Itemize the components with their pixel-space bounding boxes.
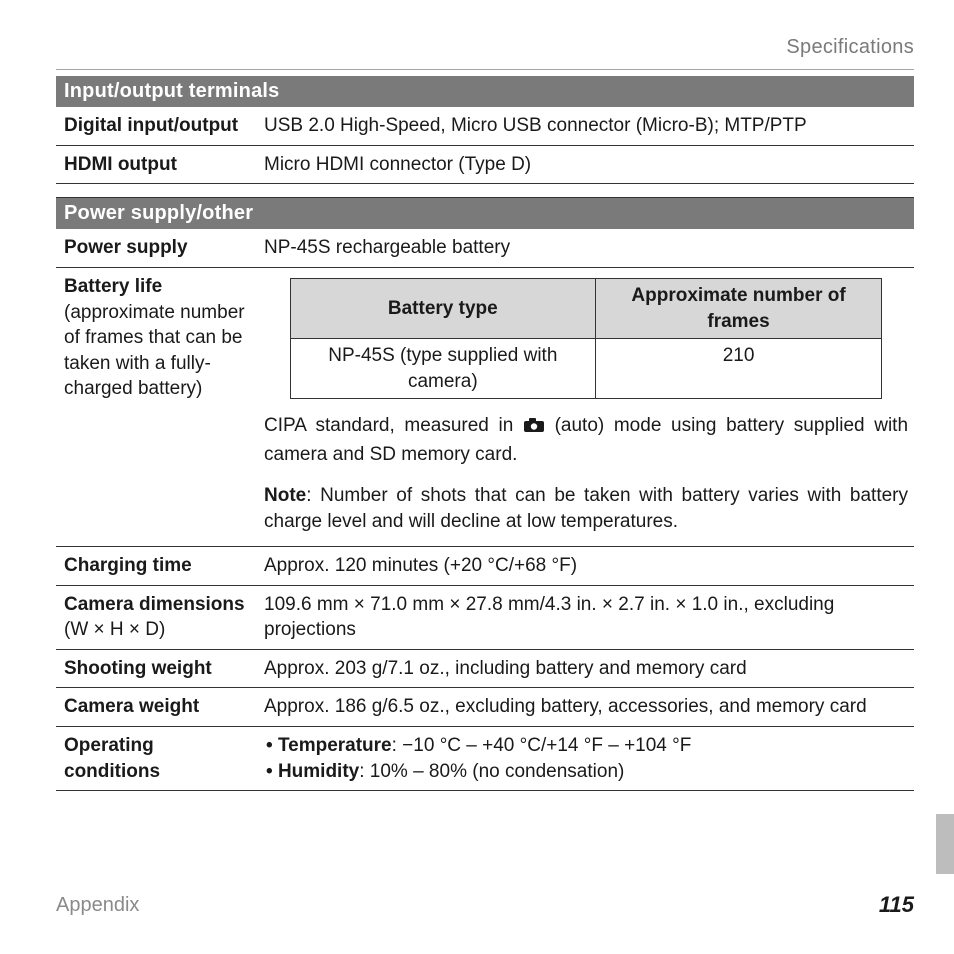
table-row: Operating conditions Temperature: −10 °C… bbox=[56, 727, 914, 791]
row-value: USB 2.0 High-Speed, Micro USB connector … bbox=[256, 107, 914, 145]
row-label: HDMI output bbox=[56, 145, 256, 184]
cond-temp-bold: Temperature bbox=[278, 735, 392, 756]
battery-inner-table: Battery type Approximate number of frame… bbox=[290, 278, 882, 400]
camera-icon bbox=[523, 415, 545, 442]
table-row: Camera dimensions (W × H × D) 109.6 mm ×… bbox=[56, 585, 914, 649]
label-bold: Camera dimensions bbox=[64, 594, 245, 615]
inner-th: Battery type bbox=[290, 278, 595, 338]
footer: Appendix 115 bbox=[56, 892, 914, 918]
cond-temp-val: : −10 °C – +40 °C/+14 °F – +104 °F bbox=[392, 735, 692, 756]
list-item: Temperature: −10 °C – +40 °C/+14 °F – +1… bbox=[266, 733, 908, 759]
label-sub: (W × H × D) bbox=[64, 619, 165, 640]
row-value: Micro HDMI connector (Type D) bbox=[256, 145, 914, 184]
inner-td: 210 bbox=[595, 339, 881, 399]
row-value: Approx. 203 g/7.1 oz., including battery… bbox=[256, 649, 914, 688]
inner-th: Approximate number of frames bbox=[595, 278, 881, 338]
inner-td: NP-45S (type supplied with camera) bbox=[290, 339, 595, 399]
section-header-io: Input/output terminals bbox=[56, 76, 914, 107]
table-row: Battery life (approximate number of fram… bbox=[56, 267, 914, 546]
cond-hum-val: : 10% – 80% (no condensation) bbox=[359, 761, 624, 782]
row-value: Temperature: −10 °C – +40 °C/+14 °F – +1… bbox=[256, 727, 914, 791]
note1-pre: CIPA standard, measured in bbox=[264, 415, 523, 436]
list-item: Humidity: 10% – 80% (no condensation) bbox=[266, 759, 908, 785]
footer-section: Appendix bbox=[56, 894, 139, 917]
page-number: 115 bbox=[879, 892, 914, 918]
table-row: Power supply NP-45S rechargeable battery bbox=[56, 229, 914, 267]
power-table: Power supply NP-45S rechargeable battery… bbox=[56, 229, 914, 791]
row-value: Approx. 186 g/6.5 oz., excluding battery… bbox=[256, 688, 914, 727]
row-label: Operating conditions bbox=[56, 727, 256, 791]
row-value: Battery type Approximate number of frame… bbox=[256, 267, 914, 546]
note2-bold: Note bbox=[264, 485, 306, 506]
table-row: Digital input/output USB 2.0 High-Speed,… bbox=[56, 107, 914, 145]
cond-hum-bold: Humidity bbox=[278, 761, 359, 782]
row-label: Charging time bbox=[56, 546, 256, 585]
table-row: Camera weight Approx. 186 g/6.5 oz., exc… bbox=[56, 688, 914, 727]
battery-note-2: Note: Number of shots that can be taken … bbox=[264, 483, 908, 536]
note1-mid: (auto) bbox=[555, 415, 614, 436]
table-row: Shooting weight Approx. 203 g/7.1 oz., i… bbox=[56, 649, 914, 688]
page-content: Specifications Input/output terminals Di… bbox=[0, 0, 954, 791]
row-value: Approx. 120 minutes (+20 °C/+68 °F) bbox=[256, 546, 914, 585]
row-label: Camera dimensions (W × H × D) bbox=[56, 585, 256, 649]
row-label: Shooting weight bbox=[56, 649, 256, 688]
table-row: Charging time Approx. 120 minutes (+20 °… bbox=[56, 546, 914, 585]
row-value: 109.6 mm × 71.0 mm × 27.8 mm/4.3 in. × 2… bbox=[256, 585, 914, 649]
conditions-list: Temperature: −10 °C – +40 °C/+14 °F – +1… bbox=[264, 733, 908, 784]
label-sub: (approximate number of frames that can b… bbox=[64, 302, 245, 400]
row-label: Battery life (approximate number of fram… bbox=[56, 267, 256, 546]
table-row: HDMI output Micro HDMI connector (Type D… bbox=[56, 145, 914, 184]
row-label: Power supply bbox=[56, 229, 256, 267]
label-bold: Battery life bbox=[64, 276, 162, 297]
section-header-power: Power supply/other bbox=[56, 198, 914, 229]
page-title: Specifications bbox=[56, 36, 914, 70]
row-label: Digital input/output bbox=[56, 107, 256, 145]
row-label-indent: Camera weight bbox=[56, 688, 256, 727]
io-table: Digital input/output USB 2.0 High-Speed,… bbox=[56, 107, 914, 198]
note2-rest: : Number of shots that can be taken with… bbox=[264, 485, 908, 533]
row-value: NP-45S rechargeable battery bbox=[256, 229, 914, 267]
side-tab bbox=[936, 814, 954, 874]
battery-note-1: CIPA standard, measured in (auto) mode u… bbox=[264, 413, 908, 468]
